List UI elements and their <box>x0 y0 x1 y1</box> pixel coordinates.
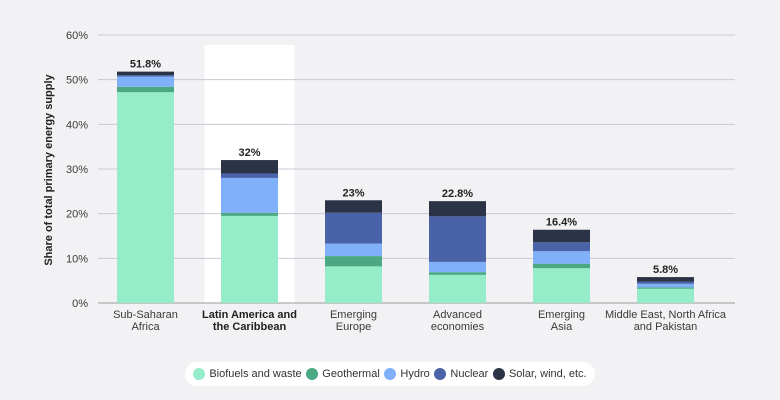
bar-segment <box>637 283 694 288</box>
category-label: the Caribbean <box>213 321 287 333</box>
bar-segment <box>533 268 590 303</box>
category-label: and Pakistan <box>634 321 698 333</box>
category-label: Emerging <box>538 309 585 321</box>
legend-item: Hydro <box>384 368 430 380</box>
legend-label: Geothermal <box>322 368 380 380</box>
y-tick-label: 10% <box>66 253 88 265</box>
bar-total-label: 16.4% <box>546 217 577 229</box>
legend-item: Biofuels and waste <box>193 368 302 380</box>
bar-segment <box>117 86 174 93</box>
bar-total-label: 23% <box>342 187 364 199</box>
bar-segment <box>221 160 278 174</box>
category-label: Middle East, North Africa <box>605 309 727 321</box>
bar-total-label: 22.8% <box>442 188 473 200</box>
bar-segment <box>637 281 694 284</box>
legend-swatch <box>492 368 505 380</box>
bar-segment <box>533 251 590 264</box>
bar-segment <box>637 277 694 282</box>
legend-item: Nuclear <box>434 368 488 380</box>
grid-lines: 0% 10% 20% 30% 40% 50% 60% <box>66 30 735 310</box>
bar-segment <box>117 71 174 76</box>
legend-label: Nuclear <box>450 368 489 380</box>
category-label: Africa <box>131 321 160 333</box>
category-label: Asia <box>551 321 573 333</box>
category-label: Sub-Saharan <box>113 309 178 321</box>
bar-segment <box>429 274 486 303</box>
category-label: Europe <box>336 321 371 333</box>
category-label: Emerging <box>330 309 377 321</box>
y-tick-label: 20% <box>66 209 88 221</box>
y-tick-label: 40% <box>66 119 88 131</box>
y-tick-label: 50% <box>66 75 88 87</box>
bar-segment <box>221 177 278 213</box>
bar-segment <box>221 212 278 216</box>
bar-segment <box>429 216 486 262</box>
y-axis-label: Share of total primary energy supply <box>43 73 55 265</box>
legend-swatch <box>193 368 206 380</box>
bar-segment <box>117 92 174 303</box>
bar-segment <box>325 256 382 267</box>
bar-segment <box>533 263 590 269</box>
bar-total-label: 32% <box>238 147 260 159</box>
bar-segment <box>325 212 382 244</box>
category-label: Latin America and <box>202 309 297 321</box>
bar-segment <box>221 215 278 303</box>
bar-segment <box>325 243 382 257</box>
legend: Biofuels and waste Geothermal Hydro Nuclear… <box>185 362 595 386</box>
category-label: economies <box>431 321 485 333</box>
legend-swatch <box>384 368 397 380</box>
bar-segment <box>117 76 174 87</box>
legend-item: Solar, wind, etc. <box>492 368 587 380</box>
y-tick-label: 0% <box>72 298 88 310</box>
bar-total-label: 5.8% <box>653 264 678 276</box>
legend-swatch <box>306 368 319 380</box>
bar-segment <box>533 242 590 252</box>
y-tick-label: 30% <box>66 164 88 176</box>
bar-segment <box>429 201 486 217</box>
bar-segment <box>637 288 694 303</box>
bars <box>117 71 694 303</box>
legend-item: Geothermal <box>306 368 380 380</box>
legend-swatch <box>434 368 447 380</box>
bar-segment <box>117 75 174 77</box>
legend-label: Solar, wind, etc. <box>508 368 587 380</box>
bar-total-label: 51.8% <box>130 59 161 71</box>
bar-segment <box>637 287 694 289</box>
bar-segment <box>325 200 382 213</box>
bar-segment <box>429 261 486 273</box>
bar-segment <box>221 173 278 178</box>
y-tick-label: 60% <box>66 30 88 42</box>
legend-label: Biofuels and waste <box>209 368 302 380</box>
legend-label: Hydro <box>400 368 430 380</box>
bar-segment <box>533 229 590 243</box>
bar-segment <box>429 272 486 275</box>
category-label: Advanced <box>433 309 482 321</box>
bar-segment <box>325 266 382 303</box>
